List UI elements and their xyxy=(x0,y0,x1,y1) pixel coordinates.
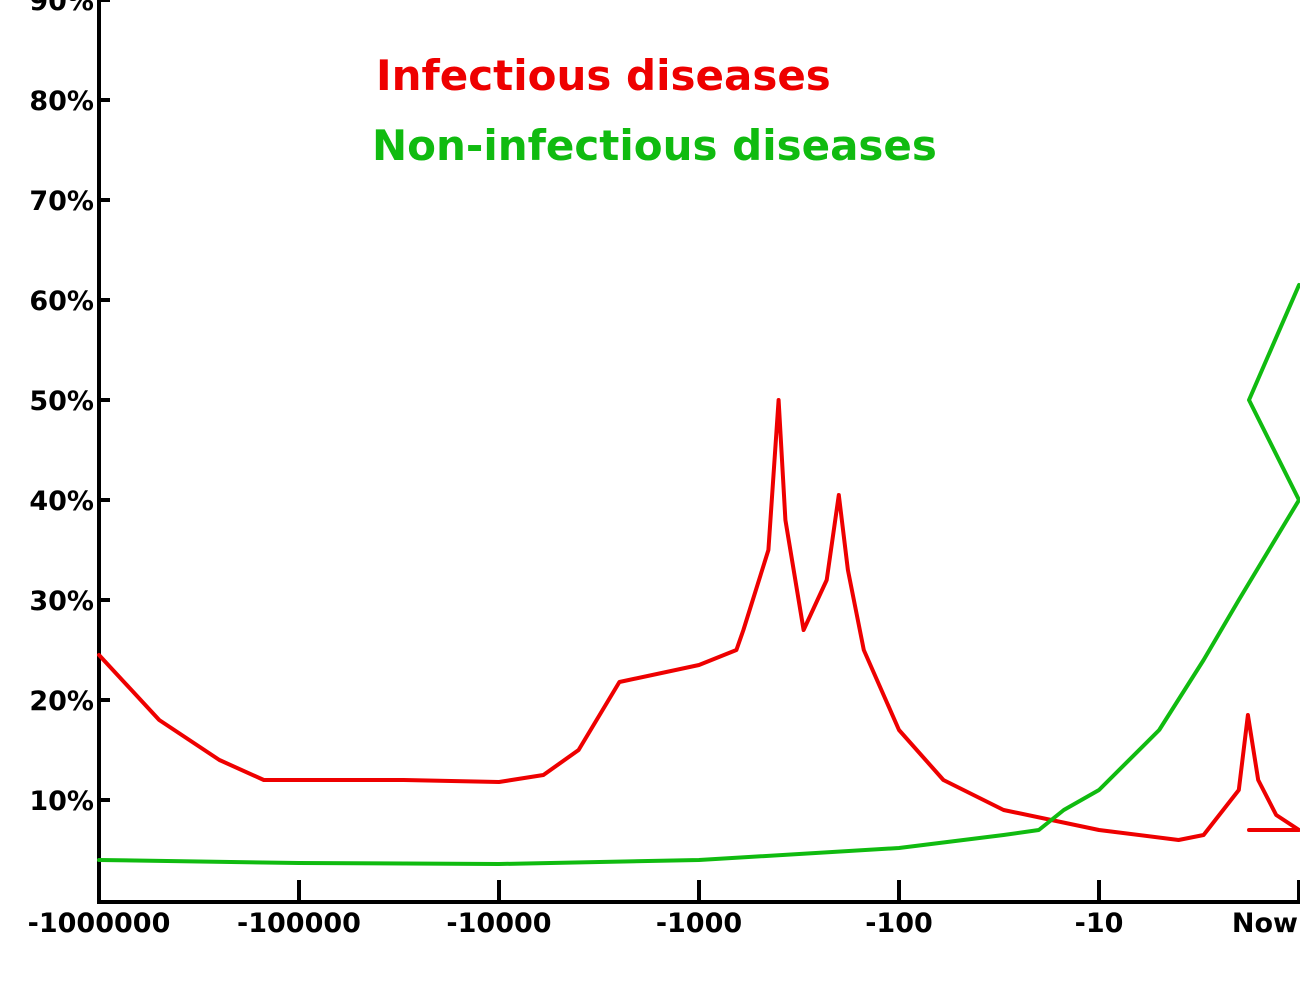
x-tick-label: -1000000 xyxy=(28,908,171,939)
y-tick-label: 60% xyxy=(29,286,94,317)
x-tick-label: -1000 xyxy=(656,908,742,939)
y-tick-label: 40% xyxy=(29,486,94,517)
x-tick-label: -10000 xyxy=(446,908,551,939)
x-tick-label: -100 xyxy=(865,908,933,939)
series-line-non-infectious-diseases xyxy=(97,283,1300,866)
x-tick-label: -100000 xyxy=(237,908,361,939)
legend: Infectious diseases Non-infectious diseas… xyxy=(372,51,937,170)
y-tick-label: 30% xyxy=(29,586,94,617)
y-tick-label: 50% xyxy=(29,386,94,417)
legend-entry: Infectious diseases xyxy=(376,51,831,100)
x-axis: -1000000 -100000 -10000 -1000 -100 -10 Now xyxy=(28,880,1300,939)
y-tick-label: 20% xyxy=(29,686,94,717)
series-line-infectious-diseases xyxy=(97,398,1300,842)
y-tick-label: 70% xyxy=(29,186,94,217)
series-group xyxy=(97,283,1300,866)
y-tick-label: 10% xyxy=(29,786,94,817)
y-axis: 10% 20% 30% 40% 50% 60% 70% 80% 90% xyxy=(29,0,110,903)
x-tick-label: -10 xyxy=(1075,908,1124,939)
x-tick-label: Now xyxy=(1232,908,1298,939)
y-tick-label: 80% xyxy=(29,86,94,117)
legend-entry: Non-infectious diseases xyxy=(372,121,937,170)
y-tick-label: 90% xyxy=(29,0,94,17)
